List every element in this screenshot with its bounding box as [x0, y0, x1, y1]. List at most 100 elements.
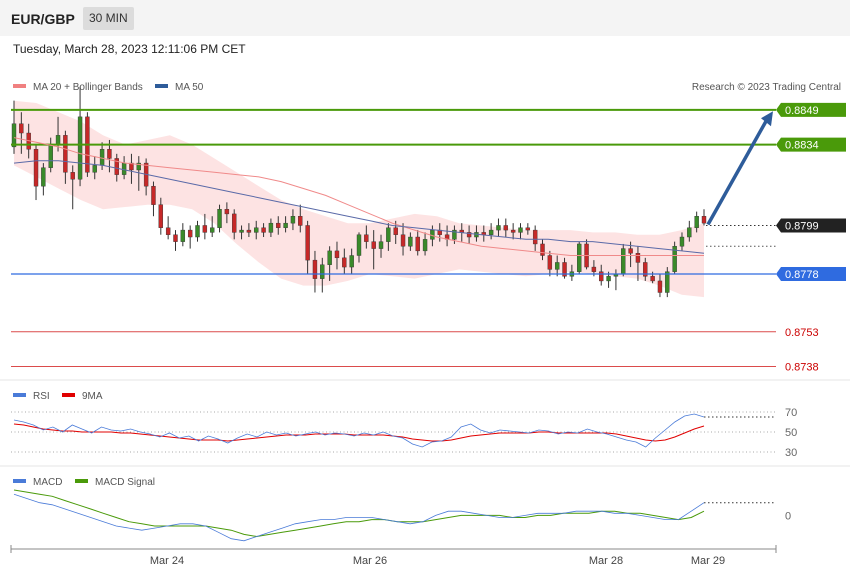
legend-label-9ma: 9MA	[82, 391, 103, 402]
legend-swatch-macd-signal	[75, 479, 88, 483]
rsi-tick-label: 70	[785, 407, 797, 419]
level-tag	[776, 137, 846, 152]
candle-body	[70, 172, 75, 180]
rsi-tick-label: 50	[785, 427, 797, 439]
legend-label-macd: MACD	[33, 477, 62, 488]
candle-body	[621, 248, 626, 275]
candle-body	[364, 234, 369, 242]
candle-body	[415, 236, 420, 252]
candle-body	[525, 227, 531, 231]
candle-body	[92, 165, 97, 173]
macd-line	[13, 493, 705, 542]
candle-body	[378, 241, 384, 249]
level-label: 0.8799	[785, 220, 819, 232]
candle-body	[276, 222, 281, 228]
header-bar: EUR/GBP 30 MIN	[0, 0, 850, 36]
candle-body	[209, 227, 215, 233]
legend-label-rsi: RSI	[33, 391, 50, 402]
candle-body	[246, 229, 252, 233]
candle-body	[510, 229, 516, 233]
credit-text: Research © 2023 Trading Central	[692, 82, 841, 93]
forecast-arrow-shaft	[706, 120, 768, 226]
macd-tick-label: 0	[785, 510, 791, 522]
x-tick-label: Mar 24	[150, 555, 184, 567]
candle-body	[643, 262, 648, 277]
ma50-line	[13, 160, 705, 254]
level-tag	[776, 218, 846, 233]
candle-body	[694, 216, 699, 228]
pair-title: EUR/GBP	[11, 11, 75, 27]
candle-body	[503, 225, 509, 231]
candle-body	[173, 234, 178, 242]
candle-body	[55, 135, 61, 145]
legend-swatch-9ma	[62, 393, 75, 397]
candle-body	[532, 229, 538, 245]
legend-swatch-ma50	[155, 84, 168, 88]
candle-body	[672, 246, 677, 272]
candle-body	[657, 280, 663, 293]
candle-body	[239, 229, 244, 233]
rsi-tick-label: 30	[785, 447, 797, 459]
candle-body	[312, 259, 318, 279]
candle-body	[650, 276, 655, 282]
candle-body	[452, 229, 457, 240]
x-tick-label: Mar 26	[353, 555, 387, 567]
candle-body	[114, 158, 119, 175]
candle-body	[11, 123, 17, 148]
candle-body	[349, 255, 354, 268]
candle-body	[320, 264, 325, 279]
candle-body	[496, 225, 501, 231]
candle-body	[33, 148, 39, 187]
candle-body	[628, 248, 633, 254]
candle-body	[180, 229, 186, 242]
candle-body	[679, 236, 685, 247]
candle-body	[400, 234, 406, 247]
candle-body	[107, 148, 112, 159]
timeframe-badge[interactable]: 30 MIN	[83, 7, 134, 30]
candle-body	[129, 162, 134, 171]
forecast-arrow-head	[761, 111, 773, 127]
candle-body	[151, 185, 156, 205]
candle-body	[701, 216, 707, 224]
candle-body	[77, 116, 83, 180]
candle-body	[577, 243, 582, 272]
legend-swatch-ma20	[13, 84, 26, 88]
candle-body	[422, 239, 428, 252]
rsi-9ma-line	[13, 423, 705, 442]
ma20-line	[13, 137, 704, 256]
candle-body	[187, 229, 193, 238]
level-tag	[776, 267, 846, 281]
candle-body	[41, 167, 46, 187]
chart-datetime: Tuesday, March 28, 2023 12:11:06 PM CET	[13, 42, 246, 56]
level-label: 0.8834	[785, 140, 819, 152]
candle-body	[224, 209, 230, 215]
candle-body	[261, 227, 266, 233]
candle-body	[254, 227, 259, 233]
legend-label-macd-signal: MACD Signal	[95, 477, 155, 488]
candle-body	[334, 250, 340, 259]
candle-body	[165, 227, 171, 235]
candle-body	[290, 216, 296, 224]
candle-body	[63, 135, 68, 173]
candle-body	[298, 216, 303, 226]
candle-body	[635, 252, 641, 263]
candle-body	[342, 257, 347, 268]
candle-body	[518, 227, 523, 233]
candle-body	[217, 209, 222, 228]
bollinger-band-area	[14, 100, 704, 298]
candle-body	[466, 232, 472, 238]
x-tick-label: Mar 29	[691, 555, 725, 567]
candle-body	[99, 148, 105, 166]
candle-body	[268, 222, 274, 233]
candle-body	[540, 243, 545, 256]
candle-body	[136, 162, 141, 171]
candle-body	[687, 227, 692, 238]
candle-body	[283, 222, 288, 228]
level-label: 0.8849	[785, 105, 819, 117]
candle-body	[408, 236, 413, 247]
candle-body	[591, 266, 597, 272]
candle-body	[547, 255, 553, 270]
candle-body	[599, 271, 604, 282]
candle-body	[121, 162, 127, 175]
